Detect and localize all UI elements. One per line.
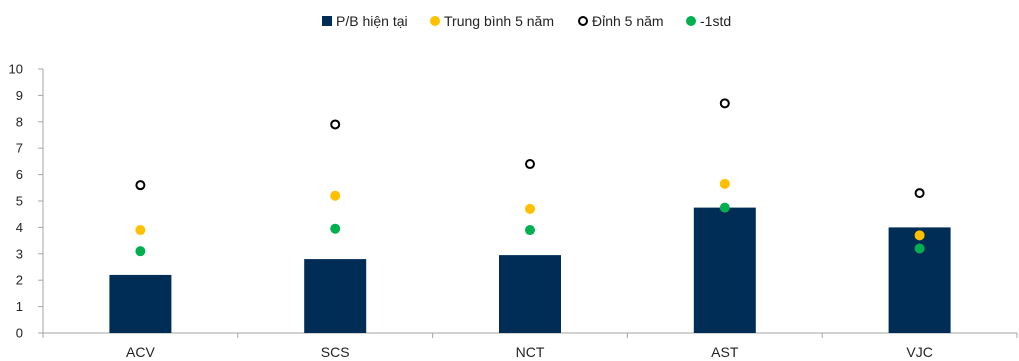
y-tick-label: 8 xyxy=(16,114,23,129)
legend-item-peak-5y: Đỉnh 5 năm xyxy=(578,13,664,29)
y-tick-label: 4 xyxy=(16,220,23,235)
x-category-label: ACV xyxy=(126,344,155,360)
x-category-label: AST xyxy=(711,344,739,360)
marker-peak-5y xyxy=(135,180,146,191)
marker-avg-5y xyxy=(525,203,535,214)
bar-pb-current xyxy=(693,207,756,333)
y-tick-label: 3 xyxy=(16,246,23,261)
marker-minus-1std xyxy=(135,246,146,257)
y-axis: 0 1 2 3 4 5 6 7 8 9 10 xyxy=(9,62,44,341)
marker-peak-5y xyxy=(914,188,925,199)
marker-peak-5y xyxy=(719,98,730,109)
legend-label: -1std xyxy=(700,13,731,29)
marker-minus-1std xyxy=(914,243,925,254)
legend-swatch-dot xyxy=(430,16,440,26)
y-tick-label: 0 xyxy=(16,326,23,341)
marker-minus-1std xyxy=(719,202,730,213)
marker-avg-5y xyxy=(914,230,925,241)
bar-pb-current xyxy=(888,227,951,333)
y-tick-label: 1 xyxy=(16,299,23,314)
marker-avg-5y xyxy=(719,178,730,189)
legend-item-avg-5y: Trung bình 5 năm xyxy=(430,13,554,29)
marker-peak-5y xyxy=(525,159,535,170)
legend-label: Đỉnh 5 năm xyxy=(592,13,664,29)
legend-swatch-dot xyxy=(686,16,696,26)
chart-legend: P/B hiện tại Trung bình 5 năm Đỉnh 5 năm -1… xyxy=(322,13,731,29)
y-tick-label: 10 xyxy=(9,62,23,77)
legend-item-pb-current: P/B hiện tại xyxy=(322,13,408,29)
marker-avg-5y xyxy=(135,225,146,236)
marker-minus-1std xyxy=(330,223,341,234)
legend-swatch-square xyxy=(322,16,332,26)
y-tick-label: 7 xyxy=(16,141,23,156)
y-tick-label: 6 xyxy=(16,167,23,182)
y-tick-label: 2 xyxy=(16,273,23,288)
legend-label: P/B hiện tại xyxy=(336,13,408,29)
plot-area xyxy=(109,98,951,333)
bar-pb-current xyxy=(499,255,561,333)
x-axis: ACV SCS NCT AST VJC xyxy=(42,332,1018,360)
x-category-label: NCT xyxy=(516,344,545,360)
marker-avg-5y xyxy=(330,190,341,201)
legend-swatch-ring xyxy=(578,16,588,26)
x-category-label: SCS xyxy=(321,344,350,360)
bar-pb-current xyxy=(109,274,172,333)
legend-label: Trung bình 5 năm xyxy=(444,13,554,29)
y-tick-label: 5 xyxy=(16,194,23,209)
x-category-label: VJC xyxy=(906,344,932,360)
marker-peak-5y xyxy=(330,119,341,130)
marker-minus-1std xyxy=(525,225,535,236)
bar-pb-current xyxy=(304,259,367,333)
y-tick-label: 9 xyxy=(16,88,23,103)
legend-item-minus-1std: -1std xyxy=(686,13,731,29)
